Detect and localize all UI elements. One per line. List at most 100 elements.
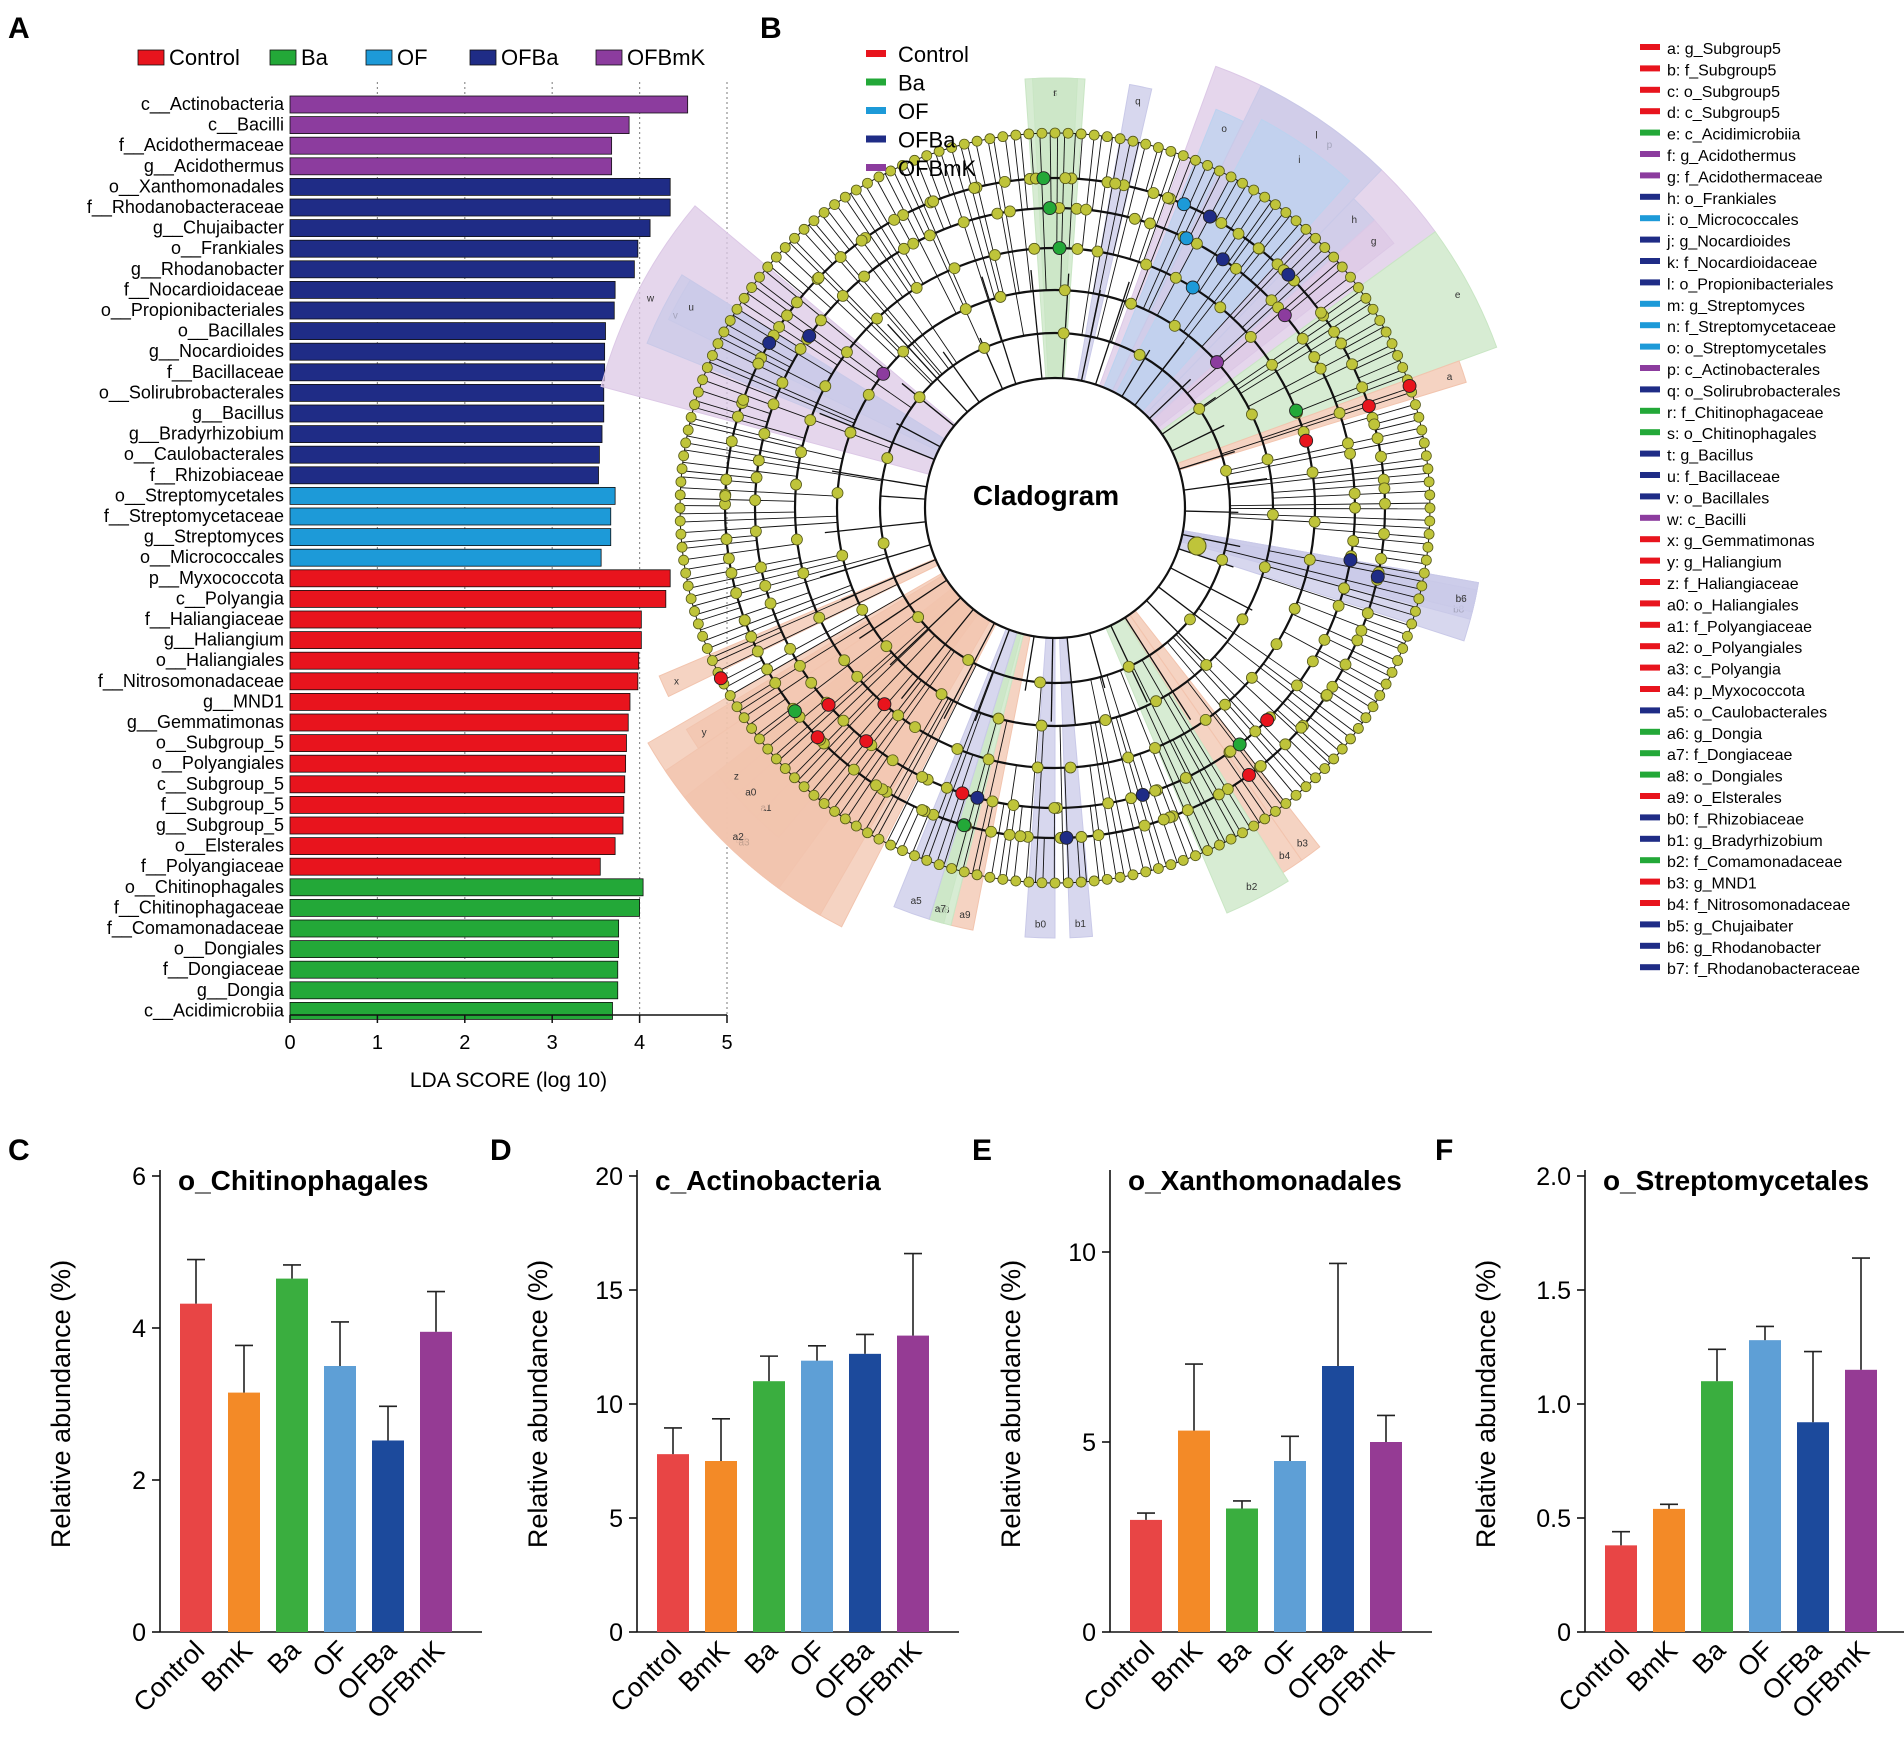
- tree-branch: [680, 515, 838, 523]
- clado-key-label: p: c_Actinobacterales: [1667, 362, 1820, 379]
- biomarker-node: [1361, 399, 1376, 413]
- tree-branch: [857, 188, 919, 288]
- clade-sector-label: a7: [935, 904, 947, 915]
- tree-branch: [1139, 753, 1178, 863]
- clado-key-label: a3: c_Polyangia: [1667, 662, 1781, 679]
- tree-node: [1320, 689, 1333, 701]
- category-label: BmK: [1146, 1635, 1209, 1698]
- tree-node: [1144, 217, 1156, 230]
- tree-branch: [777, 625, 927, 762]
- biomarker-node: [1260, 713, 1275, 728]
- biomarker-node: [1343, 553, 1358, 568]
- lda-bar-label: p__Myxococcota: [149, 568, 285, 589]
- clado-key-swatch: [1640, 236, 1660, 243]
- lda-bar-label: o__Subgroup_5: [156, 733, 284, 754]
- tree-node: [1059, 172, 1072, 185]
- leaf-node: [678, 450, 690, 462]
- tree-branch: [974, 629, 1010, 722]
- tree-branch: [1227, 201, 1272, 264]
- tree-branch: [934, 152, 951, 196]
- abundance-bar: [1130, 1519, 1162, 1632]
- clado-key-swatch: [1640, 86, 1660, 93]
- y-tick-label: 0: [1557, 1619, 1571, 1647]
- tree-branch: [1081, 137, 1114, 336]
- tree-branch: [1066, 637, 1076, 725]
- tree-node: [1034, 676, 1046, 689]
- tree-branch: [1360, 632, 1403, 651]
- biomarker-node: [1036, 171, 1051, 186]
- clado-key-label: x: g_Gemmatimonas: [1667, 533, 1815, 550]
- tree-node: [1332, 599, 1345, 612]
- tree-node: [940, 781, 953, 794]
- tree-branch: [1240, 310, 1375, 394]
- tree-branch: [1142, 164, 1208, 309]
- lda-bar-label: o__Propionibacteriales: [101, 300, 284, 321]
- clado-key-label: g: f_Acidothermaceae: [1667, 169, 1823, 186]
- clado-key-swatch: [1640, 258, 1660, 264]
- clado-key-label: b3: g_MND1: [1667, 876, 1757, 893]
- leaf-node: [1177, 150, 1189, 162]
- tree-node: [870, 779, 882, 792]
- tree-node: [916, 771, 929, 783]
- tree-node: [1328, 325, 1340, 338]
- lda-bar: [289, 280, 616, 299]
- lda-bar-label: f__Acidothermaceae: [119, 135, 284, 156]
- clado-key-swatch: [1640, 129, 1660, 136]
- tree-node: [898, 242, 910, 255]
- leaf-node: [839, 813, 851, 825]
- leaf-node: [897, 160, 908, 171]
- clado-key-swatch: [1640, 686, 1660, 692]
- tree-node: [856, 603, 869, 616]
- leaf-node: [829, 805, 840, 817]
- leaf-node: [1420, 554, 1432, 566]
- leaf-node: [1328, 251, 1340, 263]
- lda-bar-label: o__Chitinophagales: [125, 877, 284, 898]
- tree-node: [1244, 331, 1257, 343]
- leaf-node: [1418, 437, 1430, 449]
- tree-branch: [686, 557, 800, 580]
- panel-label-c: C: [8, 1134, 30, 1167]
- tree-branch: [1198, 607, 1363, 724]
- tree-branch: [680, 487, 838, 497]
- tree-node: [1216, 554, 1229, 566]
- biomarker-node: [1042, 201, 1057, 215]
- abundance-bar: [897, 1335, 929, 1632]
- tree-node: [1279, 738, 1292, 751]
- leaf-node: [731, 303, 743, 315]
- lda-bar-chart: c__Actinobacteriac__Bacillif__Acidotherm…: [87, 45, 733, 1092]
- tree-node: [916, 804, 929, 816]
- leaf-node: [724, 315, 736, 326]
- tree-branch: [1124, 617, 1192, 720]
- leaf-node: [971, 869, 983, 881]
- lda-bar-label: g__Haliangium: [164, 630, 284, 651]
- tree-branch: [1222, 185, 1247, 225]
- panel-label-d: D: [490, 1134, 512, 1167]
- tree-branch: [1025, 682, 1042, 882]
- tree-node: [1168, 319, 1181, 332]
- tree-node: [1333, 407, 1346, 419]
- tree-branch: [774, 258, 832, 309]
- tree-branch: [987, 138, 1025, 336]
- category-label: BmK: [673, 1635, 736, 1698]
- clado-key-swatch: [1640, 343, 1660, 350]
- lda-bar: [289, 672, 639, 691]
- legend-swatch: [269, 49, 297, 66]
- leaf-node: [692, 618, 704, 630]
- tree-node: [773, 321, 785, 333]
- tree-branch: [682, 540, 757, 550]
- clado-key-label: k: f_Nocardioidaceae: [1667, 255, 1817, 272]
- panel-label-a: A: [8, 12, 30, 45]
- y-axis-title: Relative abundance (%): [46, 1260, 76, 1548]
- tree-branch: [793, 238, 934, 383]
- tree-branch: [1082, 836, 1088, 882]
- tree-node: [1199, 714, 1212, 726]
- tree-node: [759, 579, 772, 592]
- tree-branch: [1350, 561, 1425, 576]
- tree-node: [881, 452, 894, 464]
- tree-branch: [709, 361, 855, 424]
- leaf-node: [818, 798, 830, 809]
- category-label: BmK: [1621, 1635, 1684, 1698]
- y-tick-label: 1.5: [1536, 1277, 1571, 1305]
- leaf-node: [1165, 859, 1177, 871]
- leaf-node: [1101, 131, 1113, 143]
